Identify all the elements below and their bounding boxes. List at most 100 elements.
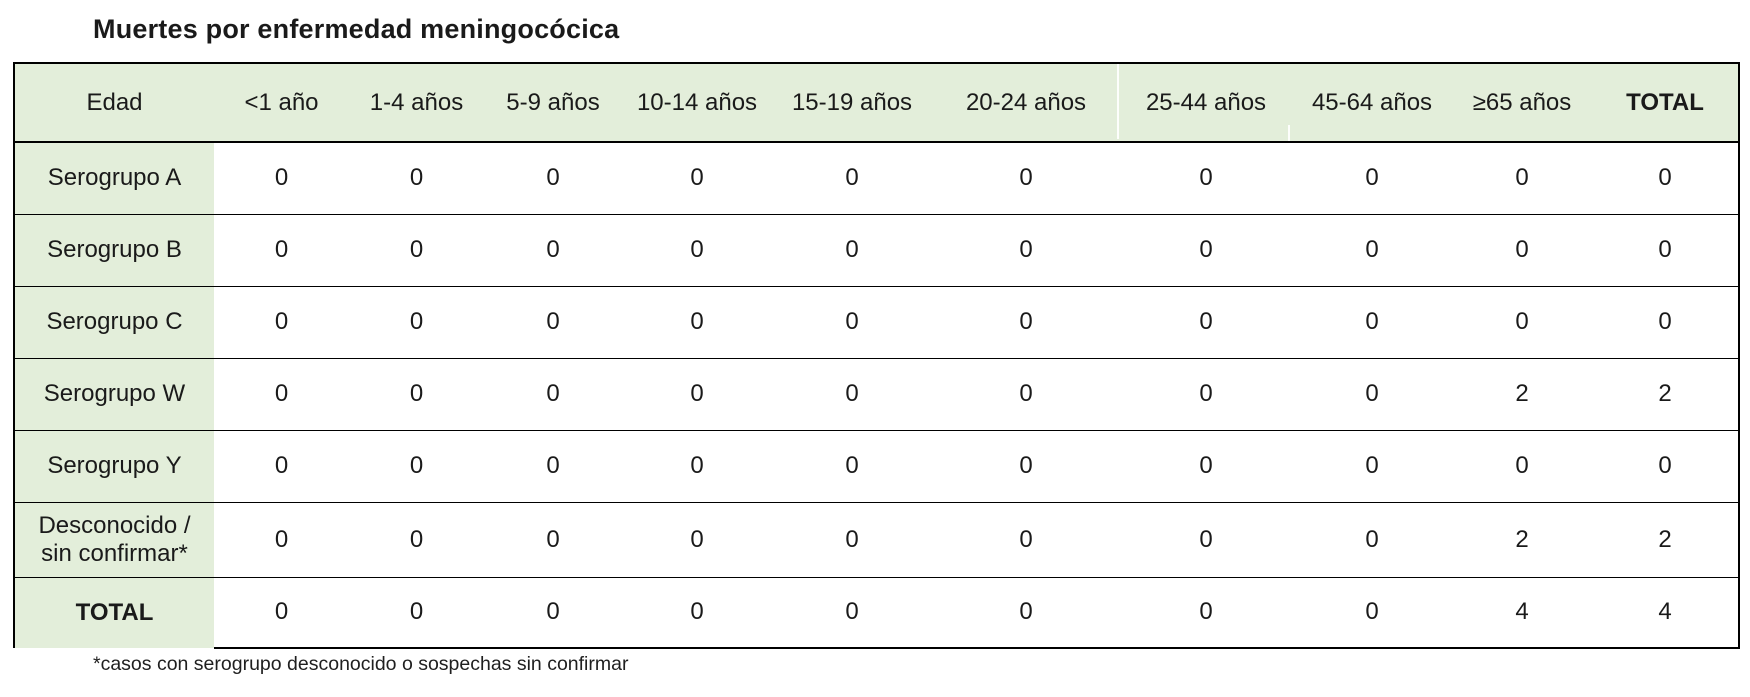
data-cell: 0: [214, 358, 349, 431]
data-cell: 0: [1120, 142, 1292, 215]
data-cell: 0: [484, 214, 622, 287]
data-cell: 0: [1292, 502, 1452, 578]
data-cell: 0: [1452, 286, 1592, 359]
data-cell: 0: [772, 502, 932, 578]
data-cell: 0: [1592, 430, 1740, 503]
data-cell: 0: [772, 286, 932, 359]
data-cell: 2: [1592, 502, 1740, 578]
header-row: Edad <1 año 1-4 años 5-9 años 10-14 años…: [13, 62, 1740, 143]
data-cell: 0: [772, 142, 932, 215]
data-cell: 0: [484, 577, 622, 649]
data-cell: 0: [1120, 214, 1292, 287]
data-cell: 0: [1292, 214, 1452, 287]
row-label: Serogrupo W: [13, 358, 214, 431]
data-cell: 0: [1452, 214, 1592, 287]
data-cell: 0: [214, 430, 349, 503]
header-cell-5-9: 5-9 años: [484, 62, 622, 143]
data-cell: 0: [484, 142, 622, 215]
data-cell: 0: [772, 430, 932, 503]
data-cell: 0: [349, 577, 484, 649]
data-cell: 0: [622, 430, 772, 503]
data-cell: 0: [349, 502, 484, 578]
table-row-total: TOTAL 0 0 0 0 0 0 0 0 4 4: [13, 577, 1740, 649]
data-cell: 0: [1592, 286, 1740, 359]
header-cell-lt1: <1 año: [214, 62, 349, 143]
header-cell-total: TOTAL: [1592, 62, 1740, 143]
header-cell-20-24: 20-24 años: [932, 62, 1120, 143]
data-cell: 0: [214, 577, 349, 649]
data-cell: 4: [1452, 577, 1592, 649]
column-gridline-artifact: [1117, 64, 1119, 139]
table-row-serogrupo-y: Serogrupo Y 0 0 0 0 0 0 0 0 0 0: [13, 430, 1740, 503]
data-cell: 0: [1292, 358, 1452, 431]
header-cell-25-44: 25-44 años: [1120, 62, 1292, 143]
data-cell: 0: [1292, 142, 1452, 215]
data-cell: 0: [214, 286, 349, 359]
data-cell: 0: [932, 358, 1120, 431]
data-cell: 0: [1452, 430, 1592, 503]
header-cell-edad: Edad: [13, 62, 214, 143]
data-cell: 0: [622, 502, 772, 578]
data-cell: 4: [1592, 577, 1740, 649]
data-cell: 0: [484, 358, 622, 431]
data-cell: 0: [932, 142, 1120, 215]
column-gridline-artifact: [1288, 125, 1290, 141]
data-cell: 2: [1592, 358, 1740, 431]
data-cell: 0: [1592, 214, 1740, 287]
data-cell: 0: [1292, 430, 1452, 503]
table-row-serogrupo-c: Serogrupo C 0 0 0 0 0 0 0 0 0 0: [13, 286, 1740, 359]
data-cell: 0: [932, 214, 1120, 287]
meningococcal-deaths-table: Edad <1 año 1-4 años 5-9 años 10-14 años…: [13, 62, 1740, 649]
data-cell: 0: [622, 142, 772, 215]
data-cell: 0: [214, 214, 349, 287]
data-cell: 0: [622, 577, 772, 649]
data-cell: 0: [1120, 286, 1292, 359]
data-cell: 0: [1592, 142, 1740, 215]
row-label: Serogrupo B: [13, 214, 214, 287]
data-cell: 0: [349, 214, 484, 287]
row-label: Serogrupo Y: [13, 430, 214, 503]
row-label: Serogrupo A: [13, 142, 214, 215]
header-cell-45-64: 45-64 años: [1292, 62, 1452, 143]
data-cell: 0: [622, 358, 772, 431]
data-cell: 0: [349, 430, 484, 503]
data-cell: 0: [1120, 502, 1292, 578]
data-cell: 0: [1120, 430, 1292, 503]
data-cell: 0: [214, 142, 349, 215]
data-cell: 0: [1452, 142, 1592, 215]
data-cell: 0: [484, 430, 622, 503]
table-row-serogrupo-b: Serogrupo B 0 0 0 0 0 0 0 0 0 0: [13, 214, 1740, 287]
data-cell: 0: [772, 214, 932, 287]
data-cell: 0: [932, 286, 1120, 359]
data-cell: 0: [484, 286, 622, 359]
data-cell: 0: [484, 502, 622, 578]
data-cell: 0: [622, 214, 772, 287]
header-cell-10-14: 10-14 años: [622, 62, 772, 143]
data-cell: 0: [772, 577, 932, 649]
table-row-serogrupo-a: Serogrupo A 0 0 0 0 0 0 0 0 0 0: [13, 142, 1740, 215]
table-row-desconocido: Desconocido / sin confirmar* 0 0 0 0 0 0…: [13, 502, 1740, 578]
data-cell: 2: [1452, 502, 1592, 578]
data-cell: 0: [349, 358, 484, 431]
data-cell: 0: [1120, 577, 1292, 649]
data-cell: 0: [349, 142, 484, 215]
header-cell-15-19: 15-19 años: [772, 62, 932, 143]
data-cell: 2: [1452, 358, 1592, 431]
data-cell: 0: [1120, 358, 1292, 431]
data-cell: 0: [349, 286, 484, 359]
data-cell: 0: [622, 286, 772, 359]
header-cell-ge65: ≥65 años: [1452, 62, 1592, 143]
data-cell: 0: [1292, 577, 1452, 649]
table-row-serogrupo-w: Serogrupo W 0 0 0 0 0 0 0 0 2 2: [13, 358, 1740, 431]
row-label: Serogrupo C: [13, 286, 214, 359]
data-cell: 0: [772, 358, 932, 431]
data-cell: 0: [1292, 286, 1452, 359]
header-cell-1-4: 1-4 años: [349, 62, 484, 143]
footnote: *casos con serogrupo desconocido o sospe…: [93, 653, 629, 675]
row-label-total: TOTAL: [13, 577, 214, 648]
page-title: Muertes por enfermedad meningocócica: [93, 14, 620, 44]
row-label: Desconocido / sin confirmar*: [13, 502, 214, 578]
data-cell: 0: [932, 577, 1120, 649]
data-cell: 0: [932, 430, 1120, 503]
data-cell: 0: [932, 502, 1120, 578]
